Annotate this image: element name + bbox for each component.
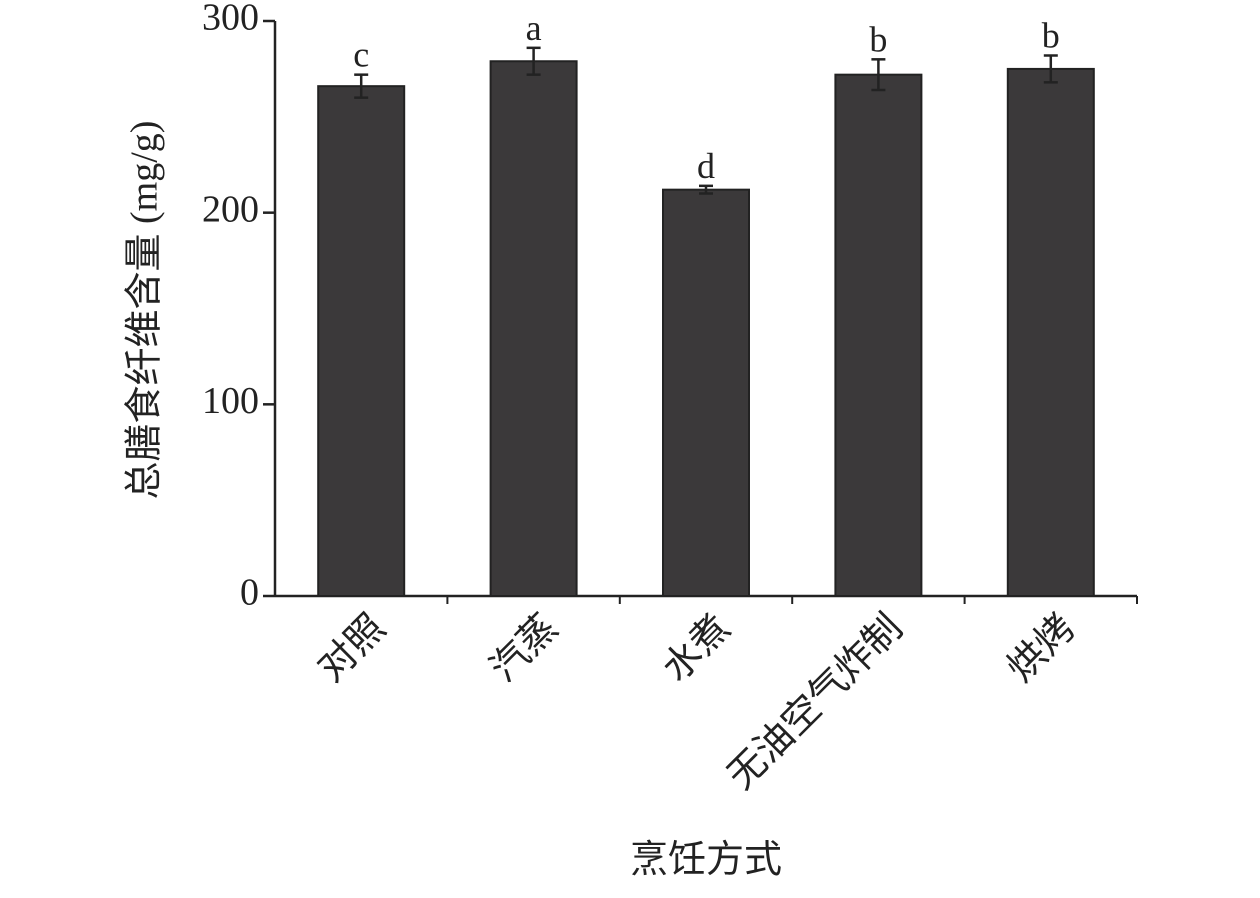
x-axis-title: 烹饪方式 <box>630 839 782 881</box>
significance-label: b <box>1042 16 1060 56</box>
significance-label: a <box>526 8 542 48</box>
y-tick-label: 200 <box>202 188 259 230</box>
y-tick-label: 300 <box>202 0 259 39</box>
y-axis-title: 总膳食纤维含量 (mg/g) <box>124 121 166 500</box>
x-tick-label: 水煮 <box>655 607 738 690</box>
bar <box>662 188 750 598</box>
significance-label: d <box>697 146 715 186</box>
x-tick-label: 汽蒸 <box>483 607 566 690</box>
bar <box>317 85 406 598</box>
significance-label: c <box>353 35 369 75</box>
x-tick-label: 对照 <box>310 607 393 690</box>
y-tick-label: 0 <box>240 572 259 614</box>
y-tick-label: 100 <box>202 380 259 422</box>
x-tick-label: 无油空气炸制 <box>720 607 911 798</box>
bar <box>834 73 923 597</box>
bar <box>1006 67 1095 597</box>
x-tick-label: 烘烤 <box>1000 607 1083 690</box>
bar <box>489 60 578 597</box>
significance-label: b <box>869 19 887 59</box>
